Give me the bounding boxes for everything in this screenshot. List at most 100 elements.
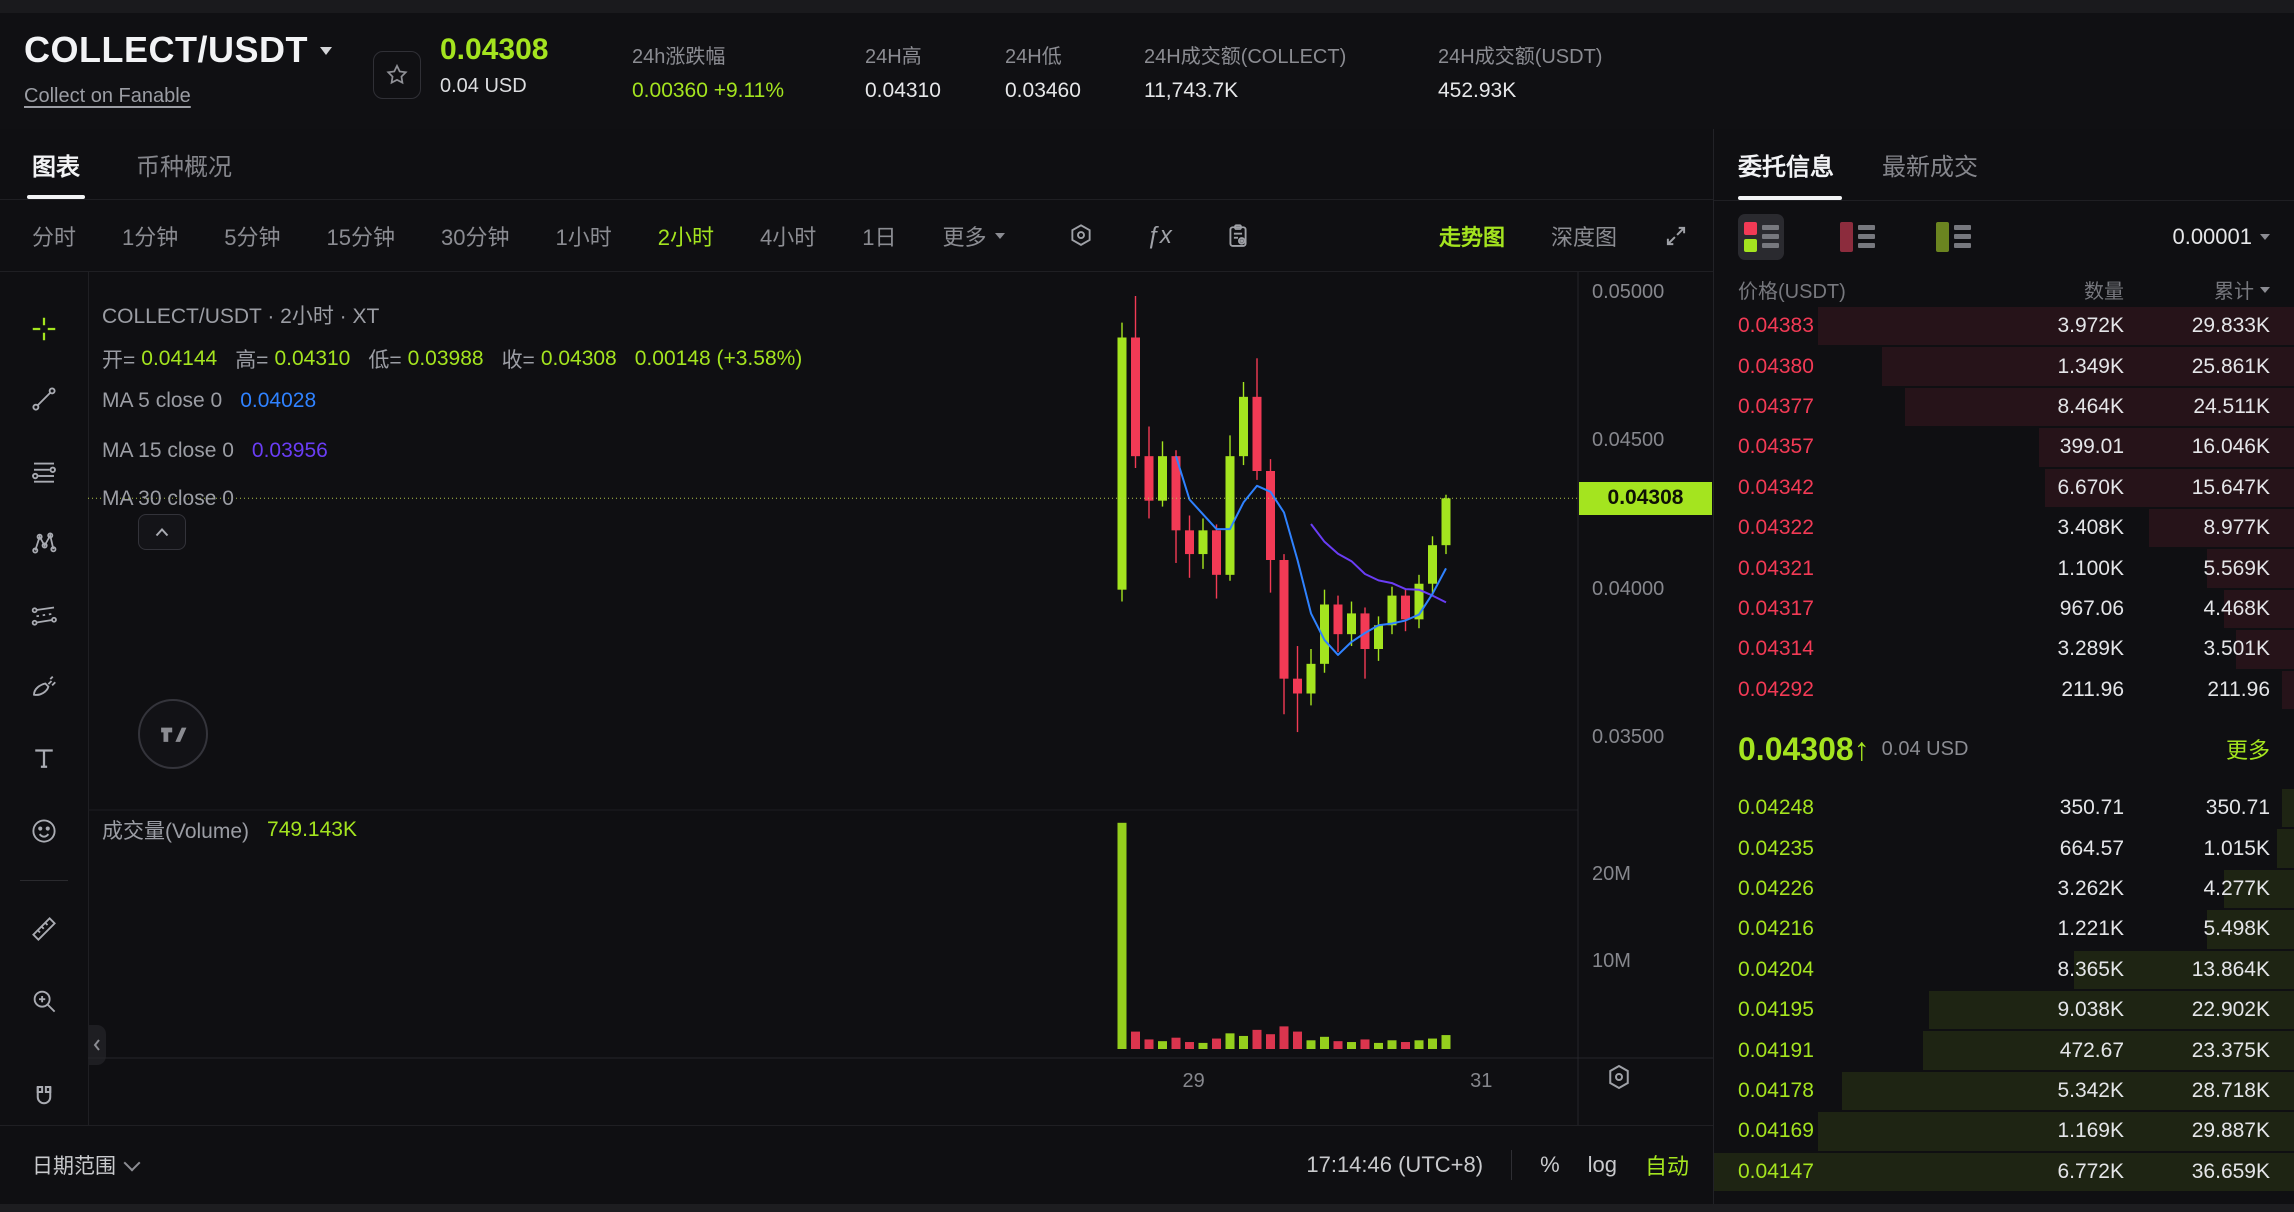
depth-bar bbox=[2282, 789, 2294, 828]
order-total: 5.498K bbox=[2203, 917, 2270, 941]
measure-tool-icon[interactable] bbox=[27, 912, 61, 946]
bid-row[interactable]: 0.04204 8.365K 13.864K bbox=[1714, 950, 2294, 990]
xabcd-pattern-tool-icon[interactable] bbox=[27, 526, 61, 560]
toolbar-collapse-handle[interactable] bbox=[88, 1025, 106, 1065]
emoji-tool-icon[interactable] bbox=[27, 814, 61, 848]
log-scale-button[interactable]: log bbox=[1587, 1152, 1617, 1177]
ask-row[interactable]: 0.04380 1.349K 25.861K bbox=[1714, 346, 2294, 386]
crosshair-tool-icon[interactable] bbox=[27, 312, 61, 346]
order-amount: 8.365K bbox=[2057, 957, 2124, 981]
ma15-value: 0.03956 bbox=[251, 439, 328, 462]
order-total: 350.71 bbox=[2205, 796, 2270, 820]
book-mode-bids-icon[interactable] bbox=[1930, 214, 1976, 260]
depth-chart-toggle[interactable]: 深度图 bbox=[1550, 224, 1617, 250]
order-price: 0.04169 bbox=[1738, 1119, 1814, 1143]
fib-retracement-tool-icon[interactable] bbox=[27, 454, 61, 488]
bid-row[interactable]: 0.04226 3.262K 4.277K bbox=[1714, 869, 2294, 909]
timeframe-item[interactable]: 1小时 bbox=[555, 224, 612, 250]
timeframe-item[interactable]: 5分钟 bbox=[224, 224, 281, 250]
date-range-button[interactable]: 日期范围 bbox=[32, 1150, 141, 1180]
ask-row[interactable]: 0.04357 399.01 16.046K bbox=[1714, 427, 2294, 467]
ask-row[interactable]: 0.04377 8.464K 24.511K bbox=[1714, 387, 2294, 427]
more-timeframes-button[interactable]: 更多 bbox=[942, 220, 1005, 252]
bid-row[interactable]: 0.04191 472.67 23.375K bbox=[1714, 1030, 2294, 1070]
bottom-strip bbox=[0, 1204, 2294, 1212]
bid-row[interactable]: 0.04216 1.221K 5.498K bbox=[1714, 909, 2294, 949]
ask-row[interactable]: 0.04317 967.06 4.468K bbox=[1714, 589, 2294, 629]
trend-line-tool-icon[interactable] bbox=[27, 382, 61, 416]
pair-selector[interactable]: COLLECT/USDT bbox=[24, 29, 332, 71]
ask-row[interactable]: 0.04322 3.408K 8.977K bbox=[1714, 508, 2294, 548]
ask-row[interactable]: 0.04314 3.289K 3.501K bbox=[1714, 629, 2294, 669]
tab-latest-trades[interactable]: 最新成交 bbox=[1882, 129, 1978, 200]
magnet-tool-icon[interactable] bbox=[27, 1080, 61, 1114]
stat-label: 24H高 bbox=[865, 45, 922, 68]
candlestick-chart-area[interactable]: COLLECT/USDT · 2小时 · XT 开= 0.04144 高= 0.04… bbox=[88, 272, 1713, 1125]
order-price: 0.04204 bbox=[1738, 957, 1814, 981]
stat-value: 0.00360 +9.11% bbox=[632, 78, 784, 102]
bid-row[interactable]: 0.04248 350.71 350.71 bbox=[1714, 788, 2294, 828]
header-stat: 24H成交额(USDT) 452.93K bbox=[1438, 13, 1678, 129]
chart-settings-icon[interactable] bbox=[1067, 222, 1095, 250]
bid-row[interactable]: 0.04147 6.772K 36.659K bbox=[1714, 1152, 2294, 1192]
chart-tool-icons: ƒx bbox=[1067, 222, 1252, 250]
tab-order-info-label: 委托信息 bbox=[1738, 154, 1834, 181]
tab-coin-overview[interactable]: 币种概况 bbox=[136, 129, 232, 199]
bid-row[interactable]: 0.04235 664.57 1.015K bbox=[1714, 828, 2294, 868]
project-link[interactable]: Collect on Fanable bbox=[24, 85, 191, 107]
trend-chart-toggle[interactable]: 走势图 bbox=[1438, 224, 1505, 250]
auto-scale-button[interactable]: 自动 bbox=[1644, 1154, 1689, 1179]
order-amount: 3.262K bbox=[2057, 876, 2124, 900]
precision-selector[interactable]: 0.00001 bbox=[2172, 224, 2270, 250]
timeframe-item[interactable]: 30分钟 bbox=[441, 224, 510, 250]
favorite-button[interactable] bbox=[373, 51, 421, 99]
ohlc-open-label: 开= bbox=[102, 349, 136, 372]
tab-order-info[interactable]: 委托信息 bbox=[1738, 129, 1842, 200]
book-mode-both-icon[interactable] bbox=[1738, 213, 1784, 260]
timeframe-item[interactable]: 15分钟 bbox=[326, 224, 395, 250]
legend-collapse-button[interactable] bbox=[138, 514, 186, 550]
fullscreen-icon[interactable] bbox=[1663, 223, 1689, 249]
order-price: 0.04377 bbox=[1738, 394, 1814, 418]
ask-row[interactable]: 0.04292 211.96 211.96 bbox=[1714, 670, 2294, 710]
brush-tool-icon[interactable] bbox=[27, 669, 61, 703]
bid-row[interactable]: 0.04169 1.169K 29.887K bbox=[1714, 1111, 2294, 1151]
col-total-sort[interactable]: 累计 bbox=[2124, 275, 2270, 304]
tab-chart[interactable]: 图表 bbox=[32, 129, 80, 199]
zoom-in-tool-icon[interactable] bbox=[27, 984, 61, 1018]
axis-settings-icon[interactable] bbox=[1604, 1062, 1634, 1092]
bid-row[interactable]: 0.04178 5.342K 28.718K bbox=[1714, 1071, 2294, 1111]
order-amount: 9.038K bbox=[2057, 998, 2124, 1022]
timeframe-item[interactable]: 2小时 bbox=[657, 224, 714, 250]
price-axis-tick: 0.04000 bbox=[1592, 577, 1665, 600]
text-tool-icon[interactable] bbox=[27, 741, 61, 775]
volume-axis-tick: 10M bbox=[1592, 950, 1631, 972]
order-total: 24.511K bbox=[2193, 394, 2270, 418]
ask-row[interactable]: 0.04383 3.972K 29.833K bbox=[1714, 306, 2294, 346]
ask-row[interactable]: 0.04321 1.100K 5.569K bbox=[1714, 548, 2294, 588]
timeframe-list: 分时 1分钟 5分钟 15分钟 30分钟 1小时 2小时 4小时 1日 bbox=[32, 220, 896, 252]
pair-title: COLLECT/USDT bbox=[24, 29, 308, 70]
order-amount: 3.972K bbox=[2057, 314, 2124, 338]
percent-scale-button[interactable]: % bbox=[1540, 1152, 1560, 1177]
parallel-channel-tool-icon[interactable] bbox=[27, 598, 61, 632]
bid-row[interactable]: 0.04195 9.038K 22.902K bbox=[1714, 990, 2294, 1030]
timeframe-item[interactable]: 4小时 bbox=[759, 224, 817, 250]
header-stat: 24h涨跌幅 0.00360 +9.11% bbox=[632, 13, 865, 129]
clock-utc[interactable]: 17:14:46 (UTC+8) bbox=[1306, 1152, 1484, 1177]
order-record-icon[interactable] bbox=[1224, 222, 1252, 250]
ask-row[interactable]: 0.04342 6.670K 15.647K bbox=[1714, 468, 2294, 508]
timeframe-item[interactable]: 1日 bbox=[862, 224, 897, 250]
order-amount: 967.06 bbox=[2059, 596, 2124, 620]
chevron-up-icon bbox=[155, 527, 169, 536]
order-amount: 3.289K bbox=[2057, 637, 2124, 661]
timeframe-item[interactable]: 1分钟 bbox=[122, 224, 179, 250]
asks-list: 0.04383 3.972K 29.833K 0.04380 1.349K 25.861K… bbox=[1714, 306, 2294, 710]
order-price: 0.04178 bbox=[1738, 1078, 1814, 1102]
timeframe-item[interactable]: 分时 bbox=[32, 224, 77, 250]
book-mode-asks-icon[interactable] bbox=[1834, 214, 1880, 260]
tab-latest-trades-label: 最新成交 bbox=[1882, 154, 1978, 181]
more-link[interactable]: 更多 bbox=[2225, 738, 2270, 763]
indicators-icon[interactable]: ƒx bbox=[1146, 221, 1172, 249]
tradingview-logo[interactable] bbox=[138, 699, 208, 769]
